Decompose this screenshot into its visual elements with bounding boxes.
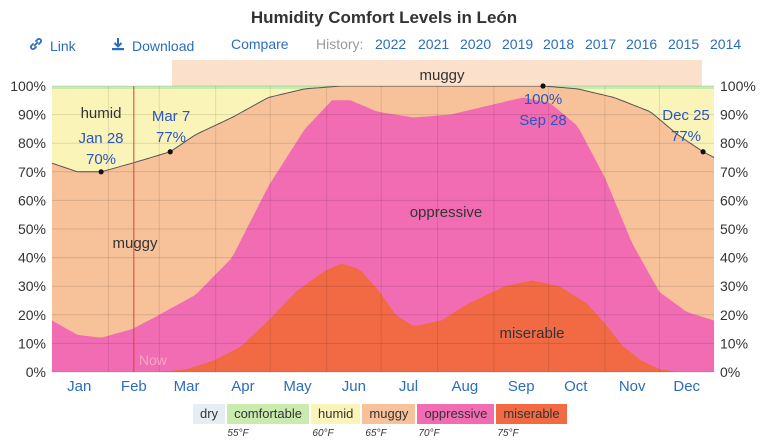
annotation-label: Dec 25 <box>662 107 710 124</box>
year-link[interactable]: 2017 <box>585 36 617 52</box>
y-tick-label-right: 70% <box>720 164 748 180</box>
annotation-marker <box>540 83 546 89</box>
toolbar: Link Download Compare History: 2022 2021… <box>0 36 768 56</box>
temp-threshold: 60°F <box>312 428 334 439</box>
download-button[interactable]: Download <box>110 36 194 55</box>
x-tick-label: Oct <box>564 378 588 395</box>
now-label: Now <box>139 352 168 368</box>
series-area-miserable <box>52 263 714 372</box>
year-link[interactable]: 2020 <box>460 36 492 52</box>
x-tick-label: Jan <box>67 378 91 395</box>
legend-item-humid: humid <box>310 404 361 424</box>
temperature-thresholds: 55°F 60°F 65°F 70°F 75°F <box>0 428 768 442</box>
x-tick-label: Mar <box>174 378 200 395</box>
band-label: miserable <box>499 325 564 342</box>
year-link[interactable]: 2019 <box>502 36 534 52</box>
band-label: muggy <box>112 235 158 252</box>
y-tick-label-left: 50% <box>18 221 46 237</box>
y-tick-label-right: 30% <box>720 278 748 294</box>
annotation-label: Jan 28 <box>78 130 123 147</box>
x-tick-label: Jun <box>342 378 366 395</box>
annotation-value: 77% <box>156 129 186 146</box>
y-tick-label-left: 60% <box>18 192 46 208</box>
legend-item-muggy: muggy <box>362 404 416 424</box>
annotation-value: 70% <box>86 151 116 168</box>
x-tick-label: Nov <box>619 378 646 395</box>
y-tick-label-left: 90% <box>18 107 46 123</box>
y-tick-label-right: 20% <box>720 307 748 323</box>
annotation-label: Mar 7 <box>152 108 190 125</box>
y-tick-label-right: 50% <box>720 221 748 237</box>
band-label: muggy <box>419 67 465 84</box>
annotation-marker <box>700 149 706 155</box>
temp-threshold: 55°F <box>227 428 249 439</box>
compare-button[interactable]: Compare <box>231 36 289 52</box>
history-label: History: <box>316 36 364 52</box>
x-tick-label: Apr <box>231 378 254 395</box>
y-tick-label-right: 10% <box>720 335 748 351</box>
y-tick-label-left: 0% <box>26 364 46 380</box>
x-tick-label: Aug <box>451 378 478 395</box>
year-link[interactable]: 2015 <box>668 36 700 52</box>
y-tick-label-right: 40% <box>720 250 748 266</box>
y-tick-label-right: 80% <box>720 135 748 151</box>
link-icon <box>28 36 44 55</box>
annotation-value: 77% <box>671 128 701 145</box>
download-label: Download <box>132 37 195 54</box>
y-tick-label-right: 90% <box>720 107 748 123</box>
temp-threshold: 75°F <box>497 428 519 439</box>
compare-label: Compare <box>231 36 289 52</box>
year-link[interactable]: 2016 <box>626 36 658 52</box>
year-link[interactable]: 2018 <box>543 36 575 52</box>
muggy-header-band <box>172 60 702 86</box>
legend-item-dry: dry <box>193 404 226 424</box>
annotation-label: 100% <box>524 91 562 108</box>
y-tick-label-left: 20% <box>18 307 46 323</box>
temp-threshold: 70°F <box>418 428 440 439</box>
link-button[interactable]: Link <box>28 36 76 55</box>
y-tick-label-left: 100% <box>10 78 46 94</box>
y-tick-label-right: 100% <box>720 78 756 94</box>
y-tick-label-left: 30% <box>18 278 46 294</box>
band-label: humid <box>81 105 122 122</box>
annotation-marker <box>167 149 173 155</box>
y-tick-label-left: 80% <box>18 135 46 151</box>
legend: dry comfortable humid muggy oppressive m… <box>193 404 567 424</box>
y-tick-label-left: 70% <box>18 164 46 180</box>
x-tick-label: Feb <box>121 378 147 395</box>
band-label: oppressive <box>410 204 483 221</box>
link-label: Link <box>50 37 76 54</box>
year-link[interactable]: 2021 <box>418 36 450 52</box>
x-tick-label: Jul <box>399 378 418 395</box>
chart-title: Humidity Comfort Levels in León <box>250 8 518 27</box>
legend-item-comfortable: comfortable <box>227 404 309 424</box>
x-tick-label: Sep <box>508 378 535 395</box>
year-link[interactable]: 2014 <box>710 36 742 52</box>
year-link[interactable]: 2022 <box>375 36 407 52</box>
legend-item-miserable: miserable <box>496 404 567 424</box>
x-tick-label: Dec <box>673 378 700 395</box>
y-tick-label-right: 0% <box>720 364 740 380</box>
temp-threshold: 65°F <box>365 428 387 439</box>
x-tick-label: May <box>283 378 312 395</box>
download-icon <box>110 36 126 55</box>
annotation-marker <box>98 169 104 175</box>
y-tick-label-left: 40% <box>18 250 46 266</box>
annotation-value: Sep 28 <box>519 112 567 129</box>
y-tick-label-right: 60% <box>720 192 748 208</box>
y-tick-label-left: 10% <box>18 335 46 351</box>
legend-item-oppressive: oppressive <box>417 404 495 424</box>
